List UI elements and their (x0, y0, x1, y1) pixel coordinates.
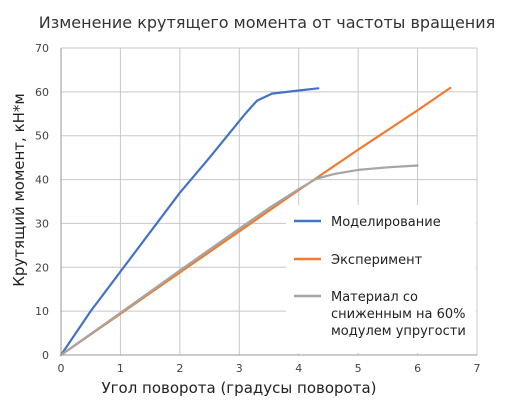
y-tick-label: 0 (42, 349, 49, 362)
legend-label: Эксперимент (331, 253, 423, 268)
y-tick-label: 10 (35, 305, 49, 318)
series-lines (59, 86, 452, 357)
legend-label: Материал со (331, 290, 418, 305)
x-tick-labels: 0 1 2 3 4 5 6 7 (58, 362, 481, 375)
y-tick-label: 30 (35, 217, 49, 230)
x-axis-label: Угол поворота (градусы поворота) (102, 379, 377, 397)
x-tick-label: 6 (414, 362, 421, 375)
x-tick-label: 5 (355, 362, 362, 375)
x-tick-label: 7 (474, 362, 481, 375)
legend: Моделирование Эксперимент Материал со сниже… (294, 215, 466, 339)
legend-background (286, 205, 476, 353)
x-tick-label: 1 (117, 362, 124, 375)
y-tick-label: 60 (35, 86, 49, 99)
y-tick-label: 50 (35, 130, 49, 143)
chart-title: Изменение крутящего момента от частоты в… (39, 13, 496, 32)
legend-label: сниженным на 60% (331, 307, 466, 322)
x-tick-label: 0 (58, 362, 65, 375)
x-tick-label: 4 (295, 362, 302, 375)
x-tick-label: 2 (176, 362, 183, 375)
series-line (59, 164, 419, 357)
legend-label: Моделирование (331, 215, 441, 230)
axes (60, 48, 477, 356)
y-tick-labels: 0 10 20 30 40 50 60 70 (35, 42, 49, 362)
series-line (59, 87, 320, 357)
grid (60, 47, 478, 356)
y-tick-label: 40 (35, 174, 49, 187)
x-tick-label: 3 (236, 362, 243, 375)
y-axis-label: Крутящий момент, кН*м (10, 93, 28, 286)
y-tick-label: 20 (35, 261, 49, 274)
y-tick-label: 70 (35, 42, 49, 55)
legend-label: модулем упругости (331, 324, 466, 339)
